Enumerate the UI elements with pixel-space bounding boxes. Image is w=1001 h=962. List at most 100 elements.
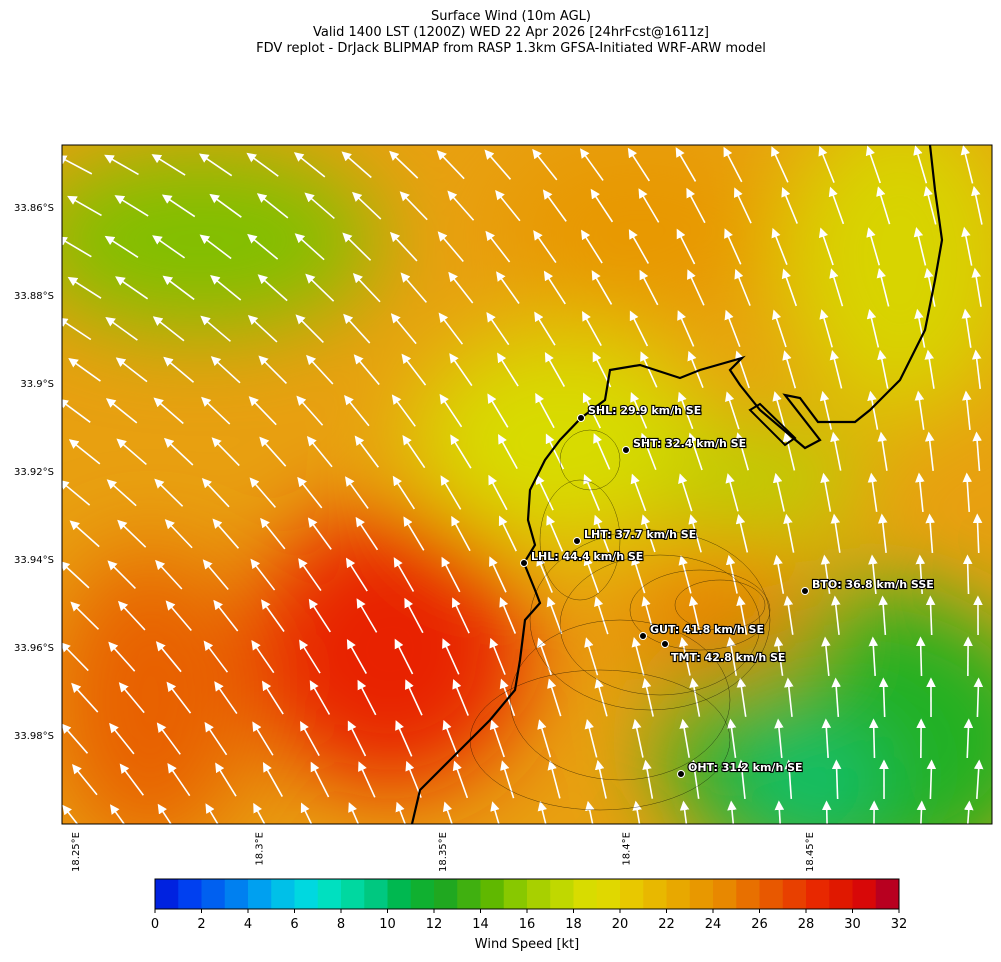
- wind-arrow: [830, 513, 841, 553]
- wind-arrow: [62, 723, 89, 754]
- colorbar: 0 2 4 6 8 10 12 14 16 18 20 22 24 26 28 30 32: [151, 878, 907, 932]
- wind-arrow: [926, 759, 937, 800]
- wind-arrow: [442, 801, 453, 824]
- wind-arrow: [442, 719, 459, 757]
- wind-arrow: [642, 759, 654, 799]
- wind-arrow: [489, 556, 507, 593]
- wind-arrow: [485, 230, 511, 263]
- coastline: [410, 145, 944, 824]
- wind-arrow: [962, 554, 973, 595]
- wind-arrow: [735, 432, 750, 471]
- colorbar-label: Wind Speed [kt]: [475, 937, 579, 952]
- wind-arrow: [357, 679, 377, 716]
- wind-arrow: [878, 677, 889, 718]
- wind-arrow: [394, 638, 414, 675]
- wind-arrow: [251, 640, 275, 674]
- wind-arrow: [488, 474, 508, 511]
- wind-arrow: [915, 554, 926, 595]
- wind-arrow: [640, 351, 658, 388]
- colorbar-bin: [503, 879, 528, 909]
- wind-arrow: [537, 719, 552, 758]
- wind-arrow: [820, 554, 831, 594]
- station-label: OHT: 31.2 km/h SE: [688, 761, 803, 774]
- wind-arrow: [594, 759, 607, 799]
- wind-arrow: [119, 763, 144, 796]
- wind-arrow: [154, 478, 184, 507]
- wind-arrow: [260, 517, 286, 550]
- wind-arrow: [246, 152, 279, 177]
- wind-arrow: [821, 718, 832, 759]
- wind-arrow: [583, 473, 601, 511]
- wind-arrow: [490, 801, 500, 824]
- wind-arrow: [821, 800, 832, 824]
- wind-arrow: [868, 636, 879, 677]
- wind-arrow: [971, 185, 983, 225]
- wind-arrow: [449, 353, 473, 387]
- colorbar-tick-label: 16: [519, 917, 536, 932]
- wind-arrow: [771, 227, 788, 265]
- wind-arrow: [213, 599, 239, 632]
- wind-arrow: [487, 393, 509, 428]
- colorbar-bin: [317, 879, 342, 909]
- wind-arrow: [916, 800, 927, 824]
- wind-arrow: [62, 236, 92, 258]
- wind-arrow: [960, 145, 974, 184]
- wind-arrow: [867, 390, 879, 430]
- wind-arrow: [403, 516, 425, 551]
- colorbar-tick-label: 10: [379, 917, 396, 932]
- wind-arrow: [214, 681, 238, 715]
- wind-arrow: [630, 392, 648, 429]
- wind-arrow: [356, 598, 378, 633]
- wind-arrow: [211, 437, 240, 467]
- wind-arrow: [831, 677, 842, 718]
- wind-arrow: [583, 555, 600, 594]
- wind-arrow: [107, 560, 136, 590]
- wind-arrow: [924, 349, 935, 389]
- wind-arrow: [442, 638, 460, 675]
- wind-arrow: [389, 231, 418, 262]
- wind-arrow: [205, 803, 219, 824]
- wind-arrow: [628, 229, 650, 264]
- wind-arrow: [296, 395, 324, 426]
- station-label: BTO: 36.8 km/h SSE: [812, 578, 934, 591]
- wind-arrow: [310, 761, 330, 798]
- wind-arrow: [581, 229, 603, 264]
- colorbar-bin: [713, 879, 737, 909]
- wind-arrow: [451, 515, 471, 552]
- wind-arrow: [200, 315, 231, 342]
- wind-arrow: [347, 720, 367, 757]
- wind-arrow: [781, 186, 798, 224]
- wind-arrow: [262, 762, 283, 797]
- colorbar-tick-label: 30: [844, 917, 861, 932]
- station-dot: [622, 446, 630, 454]
- wind-arrow: [543, 270, 566, 305]
- wind-arrow: [441, 556, 461, 593]
- wind-arrow: [971, 349, 982, 389]
- wind-arrow: [306, 354, 334, 385]
- colorbar-bin: [527, 879, 551, 909]
- wind-arrow: [831, 595, 841, 635]
- wind-arrow: [498, 433, 518, 470]
- wind-arrow: [913, 145, 928, 184]
- wind-arrow: [109, 722, 135, 755]
- wind-arrow: [536, 555, 553, 593]
- wind-arrow: [307, 517, 332, 550]
- wind-arrow: [627, 147, 650, 182]
- wind-arrow: [962, 390, 972, 430]
- wind-arrow: [447, 190, 475, 221]
- wind-arrow: [198, 153, 233, 177]
- wind-arrow: [819, 390, 833, 430]
- colorbar-bin: [573, 879, 598, 909]
- colorbar-bin: [457, 879, 481, 909]
- colorbar-bin: [596, 879, 621, 909]
- wind-arrow: [390, 313, 417, 345]
- wind-arrow: [828, 186, 845, 225]
- wind-arrow: [535, 392, 555, 429]
- wind-arrow: [106, 479, 137, 507]
- wind-arrow: [300, 720, 320, 757]
- wind-arrow: [105, 398, 138, 424]
- wind-arrow: [771, 309, 787, 348]
- lat-tick-label: 33.96°S: [14, 643, 54, 654]
- colorbar-tick-label: 4: [244, 917, 252, 932]
- wind-arrow: [818, 145, 835, 183]
